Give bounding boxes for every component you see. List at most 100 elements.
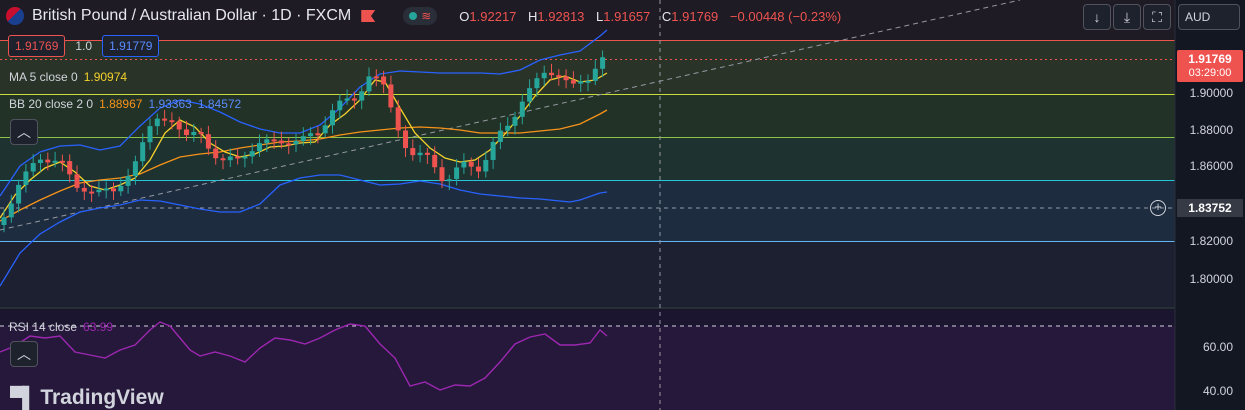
candle-body	[23, 171, 29, 185]
candle-body	[563, 76, 569, 81]
candle-body	[600, 57, 606, 69]
rsi-value: 63.99	[83, 320, 114, 334]
candle-body	[505, 125, 511, 131]
market-status-toggle[interactable]: ≋	[403, 7, 438, 25]
candle-body	[249, 151, 255, 157]
candle-body	[286, 143, 292, 146]
price-tick: 1.80000	[1189, 272, 1233, 286]
candle-body	[351, 98, 357, 101]
collapse-rsi-legend-button[interactable]: ︿	[10, 341, 38, 367]
flag-marker-icon[interactable]	[361, 10, 376, 22]
last-price-value: 1.91769	[1188, 52, 1232, 66]
bb-legend[interactable]: BB 20 close 2 0 1.88967 1.93363 1.84572	[9, 95, 241, 113]
collapse-button[interactable]: ⤓	[1113, 4, 1141, 30]
candle-body	[432, 154, 438, 168]
candle-body	[30, 163, 36, 172]
candle-body	[38, 159, 43, 164]
price-tick: 1.82000	[1189, 234, 1233, 248]
symbol-title[interactable]: British Pound / Australian Dollar · 1D ·…	[32, 7, 352, 24]
ma-value: 1.90974	[83, 70, 128, 84]
bb-lower-line	[0, 174, 608, 287]
candle-body	[89, 191, 95, 194]
fullscreen-button[interactable]: ⛶	[1143, 4, 1171, 30]
candle-body	[235, 156, 241, 159]
currency-value: AUD	[1185, 10, 1211, 24]
high-label: H	[528, 8, 538, 24]
bar-countdown: 03:29:00	[1188, 67, 1232, 79]
candle-body	[308, 133, 314, 137]
candle-body	[45, 159, 51, 163]
currency-select[interactable]: AUD	[1178, 4, 1240, 30]
last-price-badge: 1.91769 03:29:00	[1177, 50, 1243, 82]
candle-body	[8, 203, 14, 218]
spread-value: 1.0	[75, 39, 93, 53]
zone-2	[0, 94, 1175, 137]
open-label: O	[459, 8, 470, 24]
candle-body	[103, 188, 109, 191]
bb-lower-value: 1.84572	[197, 97, 242, 111]
candle-body	[176, 121, 182, 130]
candle-body	[410, 148, 416, 156]
add-alert-plus-icon[interactable]: +	[1150, 200, 1166, 216]
candle-body	[454, 167, 460, 180]
candle-body	[118, 185, 124, 192]
rsi-tick: 60.00	[1202, 340, 1233, 354]
symbol-header[interactable]: British Pound / Australian Dollar · 1D ·…	[6, 4, 841, 28]
candle-body	[359, 91, 365, 101]
candle-body	[512, 116, 518, 126]
chevron-up-icon: ︿	[17, 124, 31, 140]
tradingview-logo[interactable]: ▀▌ TradingView	[10, 386, 164, 410]
rsi-legend[interactable]: RSI 14 close 63.99	[9, 318, 113, 336]
candle-body	[476, 166, 481, 172]
scroll-down-button[interactable]: ↓	[1083, 4, 1111, 30]
candle-body	[169, 120, 175, 123]
candle-body	[154, 118, 160, 127]
candle-body	[541, 72, 547, 79]
candle-body	[417, 152, 423, 156]
fullscreen-icon: ⛶	[1152, 8, 1162, 25]
zone-5	[0, 241, 1175, 307]
candle-body	[344, 98, 350, 101]
candle-body	[468, 161, 474, 167]
candle-body	[446, 179, 452, 182]
sell-button[interactable]: 1.91769	[8, 35, 66, 57]
price-tick: 1.86000	[1189, 159, 1233, 173]
candle-body	[373, 76, 379, 79]
price-tick: 1.88000	[1189, 123, 1233, 137]
tv-logo-icon: ▀▌	[10, 386, 36, 409]
trend-line[interactable]	[0, 0, 1021, 231]
candle-body	[16, 184, 22, 204]
candle-body	[257, 143, 262, 152]
candle-body	[366, 76, 372, 92]
candle-body	[242, 156, 248, 159]
candle-body	[74, 174, 80, 188]
low-value: 1.91657	[603, 8, 651, 24]
market-open-dot-icon	[409, 12, 418, 20]
candle-body	[264, 139, 270, 144]
candle-body	[403, 130, 408, 149]
candle-body	[381, 76, 387, 85]
candle-body	[59, 160, 65, 163]
gbp-aud-flag-icon	[6, 7, 24, 25]
candle-body	[198, 131, 204, 135]
candle-body	[497, 130, 503, 142]
arrow-down-icon: ↓	[1093, 9, 1101, 25]
ma-legend[interactable]: MA 5 close 0 1.90974	[9, 68, 127, 86]
ohlc-readout: O1.92217 H1.92813 L1.91657 C1.91769 −0.0…	[459, 9, 841, 24]
open-value: 1.92217	[469, 8, 517, 24]
buy-button[interactable]: 1.91779	[102, 35, 160, 57]
candle-body	[111, 188, 116, 192]
chevron-up-icon: ︿	[17, 346, 31, 362]
candle-body	[395, 107, 401, 131]
zone-0	[0, 0, 1175, 40]
candle-body	[585, 80, 591, 83]
wave-icon: ≋	[421, 9, 432, 23]
collapse-legend-button[interactable]: ︿	[10, 119, 38, 145]
bb-basis-value: 1.88967	[99, 97, 143, 111]
ma-label: MA 5 close 0	[9, 70, 78, 84]
candle-body	[549, 72, 554, 76]
rsi-label: RSI 14 close	[9, 320, 78, 334]
candle-body	[132, 161, 138, 177]
candle-body	[570, 80, 576, 84]
